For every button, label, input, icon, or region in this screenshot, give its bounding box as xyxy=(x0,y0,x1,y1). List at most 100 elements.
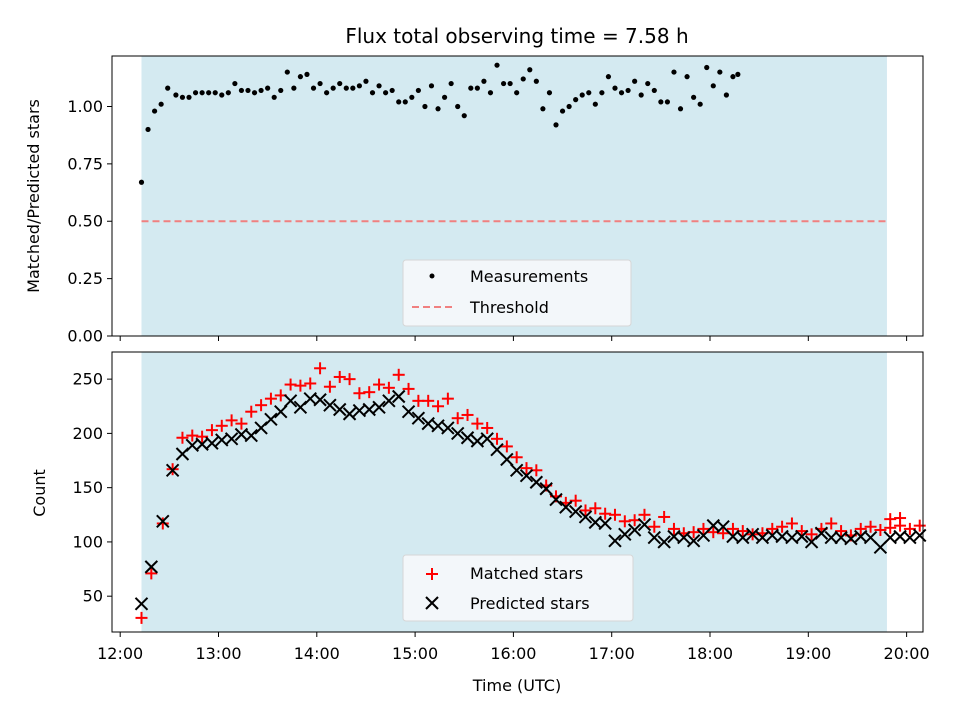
matched-star-point xyxy=(825,517,838,530)
predicted-star-point xyxy=(755,530,770,545)
measurement-point xyxy=(735,71,741,77)
measurement-point xyxy=(330,85,336,91)
legend-predicted-marker xyxy=(425,596,439,610)
measurement-point xyxy=(173,92,179,98)
matched-star-point xyxy=(363,386,376,399)
top-ylabel: Matched/Predicted stars xyxy=(24,99,43,293)
measurement-point xyxy=(219,92,225,98)
measurement-point xyxy=(376,83,382,89)
matched-star-point xyxy=(255,399,268,412)
measurement-point xyxy=(350,85,356,91)
y-tick-label: 150 xyxy=(72,478,103,497)
top-legend-box xyxy=(402,259,632,327)
matched-star-point xyxy=(785,517,798,530)
measurement-point xyxy=(448,80,454,87)
predicted-star-point xyxy=(333,402,347,417)
matched-star-point xyxy=(294,379,307,392)
matched-star-point xyxy=(835,525,848,538)
predicted-star-point xyxy=(559,500,573,514)
matched-star-point xyxy=(628,514,641,527)
matched-star-point xyxy=(697,522,710,535)
measurement-point xyxy=(559,108,566,114)
measurement-point xyxy=(415,87,421,94)
matched-star-point xyxy=(225,414,238,427)
measurement-point xyxy=(265,85,271,91)
measurement-point xyxy=(356,83,362,89)
predicted-star-point xyxy=(539,482,553,496)
predicted-star-point xyxy=(165,463,180,478)
top-panel-title: Flux total observing time = 7.58 h xyxy=(345,24,688,48)
measurement-point xyxy=(573,97,579,103)
measurement-point xyxy=(291,85,297,91)
predicted-star-point xyxy=(372,400,386,415)
matched-star-point xyxy=(608,508,621,521)
predicted-star-point xyxy=(264,412,278,426)
predicted-star-point xyxy=(618,527,632,542)
measurement-point xyxy=(199,90,205,96)
x-tick-label: 18:00 xyxy=(687,644,733,663)
predicted-star-point xyxy=(156,514,170,529)
measurement-point xyxy=(592,101,598,107)
measurement-point xyxy=(435,106,441,112)
matched-star-point xyxy=(618,515,631,528)
predicted-star-point xyxy=(814,526,829,540)
matched-star-point xyxy=(245,405,258,418)
measurement-point xyxy=(278,87,284,94)
bottom-ylabel: Count xyxy=(30,469,49,517)
matched-star-point xyxy=(471,417,484,430)
measurement-point xyxy=(245,87,251,94)
measurement-point xyxy=(487,90,494,96)
predicted-star-point xyxy=(529,475,544,489)
legend-matched-label: Matched stars xyxy=(470,564,583,583)
matched-star-point xyxy=(894,512,907,525)
measurement-point xyxy=(165,85,171,91)
measurement-point xyxy=(664,99,671,105)
measurement-point xyxy=(251,90,258,96)
measurement-point xyxy=(455,103,461,110)
matched-star-point xyxy=(589,502,602,515)
bottom-legend: Matched stars Predicted stars xyxy=(402,554,634,622)
predicted-star-point xyxy=(431,419,445,433)
predicted-star-point xyxy=(913,528,927,543)
measurement-point xyxy=(645,80,651,87)
predicted-star-point xyxy=(824,530,838,545)
matched-star-point xyxy=(145,567,158,580)
x-tick-label: 13:00 xyxy=(195,644,241,663)
matched-star-point xyxy=(284,378,297,391)
predicted-star-point xyxy=(608,534,622,548)
matched-star-point xyxy=(402,382,415,395)
predicted-star-point xyxy=(323,398,337,412)
measurement-point xyxy=(553,122,559,128)
measurement-point xyxy=(494,62,500,68)
predicted-star-point xyxy=(460,431,475,445)
top-legend: Measurements Threshold xyxy=(402,259,632,327)
predicted-star-point xyxy=(745,527,760,542)
measurement-point xyxy=(586,90,592,96)
measurement-point xyxy=(697,101,703,107)
predicted-star-point xyxy=(283,394,298,408)
bottom-panel: 50 100 150 200 250 12:00 13:00 14:00 15:00 16:00… xyxy=(30,351,930,695)
measurement-point xyxy=(671,69,677,75)
matched-star-point xyxy=(491,432,504,445)
x-tick-label: 15:00 xyxy=(392,644,438,663)
predicted-star-point xyxy=(903,530,917,545)
measurement-point xyxy=(638,92,644,98)
measurement-point xyxy=(186,94,192,100)
measurement-point xyxy=(179,94,186,100)
y-tick-label: 0.25 xyxy=(67,269,103,288)
measurement-point xyxy=(625,87,631,94)
measurement-point xyxy=(396,99,402,105)
measurement-point xyxy=(723,92,729,98)
measurement-point xyxy=(158,101,164,107)
predicted-star-point xyxy=(627,523,642,537)
matched-star-point xyxy=(500,440,513,453)
top-panel: Flux total observing time = 7.58 h 0.00 0… xyxy=(24,24,924,346)
measurement-point xyxy=(258,87,264,94)
measurement-point xyxy=(232,80,238,87)
legend-predicted-label: Predicted stars xyxy=(470,594,590,613)
predicted-star-point xyxy=(362,402,376,417)
bottom-legend-box xyxy=(402,554,634,622)
matched-star-point xyxy=(215,419,228,432)
measurement-point xyxy=(710,83,716,89)
measurement-point xyxy=(297,74,304,80)
